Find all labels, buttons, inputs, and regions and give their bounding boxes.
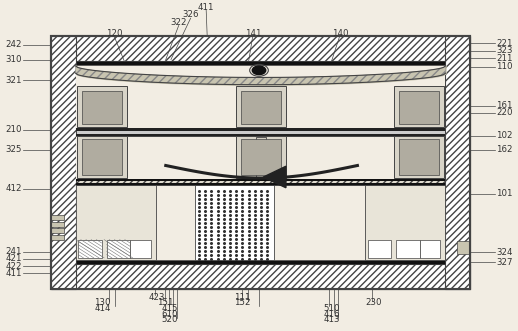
Text: 221: 221 xyxy=(496,38,513,48)
Bar xyxy=(76,183,445,185)
Text: 421: 421 xyxy=(5,254,22,263)
Text: 510: 510 xyxy=(323,304,340,313)
Text: 220: 220 xyxy=(496,108,513,117)
Text: 111: 111 xyxy=(234,293,251,302)
Text: 230: 230 xyxy=(366,298,382,307)
Bar xyxy=(76,128,445,136)
Text: 415: 415 xyxy=(162,304,178,313)
Bar xyxy=(76,179,445,185)
Bar xyxy=(51,215,64,220)
Bar xyxy=(51,36,470,61)
Text: 241: 241 xyxy=(5,247,22,256)
Bar xyxy=(394,86,444,127)
Bar xyxy=(51,264,470,289)
Text: 321: 321 xyxy=(5,75,22,85)
Bar xyxy=(236,86,286,127)
Text: 101: 101 xyxy=(496,189,513,198)
Text: 151: 151 xyxy=(157,298,174,307)
Polygon shape xyxy=(263,166,286,188)
Bar xyxy=(78,240,102,258)
Bar xyxy=(256,137,266,179)
Text: 411: 411 xyxy=(5,269,22,278)
Bar xyxy=(399,139,439,175)
Bar xyxy=(51,228,64,233)
Text: 322: 322 xyxy=(170,18,187,27)
Text: 423: 423 xyxy=(148,293,165,302)
Text: 152: 152 xyxy=(234,298,251,307)
Text: 120: 120 xyxy=(106,28,122,38)
Bar xyxy=(241,91,281,124)
Text: 326: 326 xyxy=(182,10,199,20)
Bar xyxy=(76,61,445,65)
Text: 416: 416 xyxy=(323,309,340,319)
Bar xyxy=(396,240,420,258)
Text: 102: 102 xyxy=(496,131,513,140)
Bar xyxy=(82,139,122,175)
Bar xyxy=(76,134,445,136)
Bar xyxy=(76,179,445,181)
Bar xyxy=(368,240,391,258)
Bar xyxy=(82,91,122,124)
Bar xyxy=(399,91,439,124)
Text: 211: 211 xyxy=(496,54,513,63)
Bar xyxy=(365,185,445,260)
Bar xyxy=(445,36,470,289)
Bar xyxy=(107,240,130,258)
Text: 162: 162 xyxy=(496,145,513,154)
Text: 323: 323 xyxy=(496,46,513,55)
Text: 161: 161 xyxy=(496,101,513,111)
Text: 110: 110 xyxy=(496,62,513,71)
Bar xyxy=(241,139,281,175)
Bar xyxy=(76,128,445,131)
Text: 327: 327 xyxy=(496,258,513,267)
Text: 411: 411 xyxy=(198,3,214,12)
Text: 140: 140 xyxy=(332,28,348,38)
Bar xyxy=(76,260,445,264)
Text: 413: 413 xyxy=(323,315,340,324)
Bar xyxy=(457,241,470,254)
Bar xyxy=(130,240,151,258)
Text: 325: 325 xyxy=(5,145,22,154)
Bar xyxy=(77,136,127,178)
Bar xyxy=(420,240,440,258)
Text: 242: 242 xyxy=(5,40,22,49)
Bar xyxy=(51,36,470,289)
Text: 520: 520 xyxy=(162,315,178,324)
Text: 141: 141 xyxy=(244,28,261,38)
Bar xyxy=(76,65,445,260)
Text: 210: 210 xyxy=(5,125,22,134)
Text: 422: 422 xyxy=(5,261,22,271)
Bar xyxy=(76,185,156,260)
Bar xyxy=(51,36,76,289)
Text: 610: 610 xyxy=(162,309,178,319)
Bar xyxy=(51,222,64,227)
Bar xyxy=(394,136,444,178)
Bar xyxy=(195,185,274,260)
Bar xyxy=(236,136,286,178)
Text: 310: 310 xyxy=(5,55,22,64)
Bar xyxy=(51,235,64,240)
Text: 130: 130 xyxy=(94,298,111,307)
Text: 414: 414 xyxy=(94,304,111,313)
Text: 412: 412 xyxy=(5,184,22,193)
Text: 324: 324 xyxy=(496,248,513,257)
Bar xyxy=(77,86,127,127)
Bar xyxy=(51,36,470,289)
Circle shape xyxy=(252,66,266,74)
